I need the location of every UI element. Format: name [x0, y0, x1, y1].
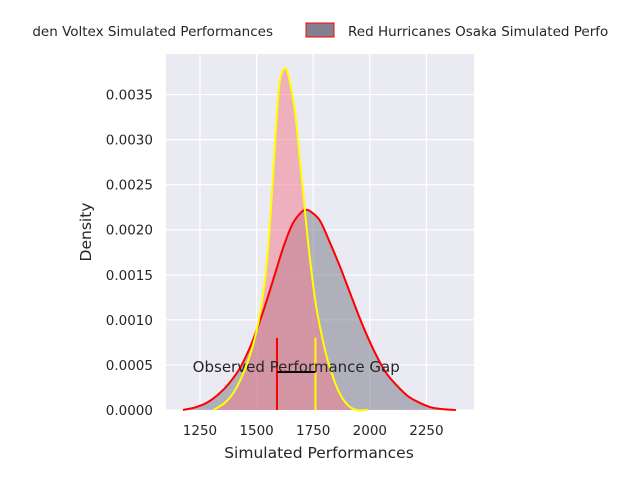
y-tick-label: 0.0030 — [106, 133, 153, 149]
performance-gap-annotation: Observed Performance Gap — [193, 337, 400, 410]
y-tick-label: 0.0015 — [106, 268, 153, 284]
y-tick-label: 0.0000 — [106, 403, 153, 419]
y-axis-label: Density — [77, 203, 95, 262]
density-line-golden-voltex — [213, 67, 368, 412]
y-tick-label: 0.0025 — [106, 178, 153, 194]
x-tick-label: 1250 — [183, 423, 217, 439]
legend-label-red-hurricanes: Red Hurricanes Osaka Simulated Perfo — [348, 24, 608, 40]
x-axis-label: Simulated Performances — [224, 444, 414, 462]
y-tick-label: 0.0010 — [106, 313, 153, 329]
y-tick-label: 0.0005 — [106, 358, 153, 374]
density-area-golden-voltex — [213, 68, 368, 411]
legend: den Voltex Simulated Performances Red Hu… — [32, 22, 608, 40]
legend-label-golden-voltex: den Voltex Simulated Performances — [32, 24, 273, 40]
legend-swatch-red-hurricanes — [305, 22, 335, 38]
y-tick-label: 0.0020 — [106, 223, 153, 239]
x-tick-label: 2000 — [353, 423, 387, 439]
y-tick-label: 0.0035 — [106, 88, 153, 104]
x-tick-label: 1500 — [239, 423, 273, 439]
y-axis-ticks: 0.0000 0.0005 0.0010 0.0015 0.0020 0.0025 0.00… — [106, 88, 153, 419]
density-line-red-hurricanes — [182, 208, 456, 411]
x-tick-label: 2250 — [409, 423, 443, 439]
x-tick-label: 1750 — [296, 423, 330, 439]
x-axis-ticks: 1250 1500 1750 2000 2250 — [183, 423, 444, 439]
gap-annotation-label: Observed Performance Gap — [193, 358, 400, 376]
density-series — [182, 67, 456, 412]
